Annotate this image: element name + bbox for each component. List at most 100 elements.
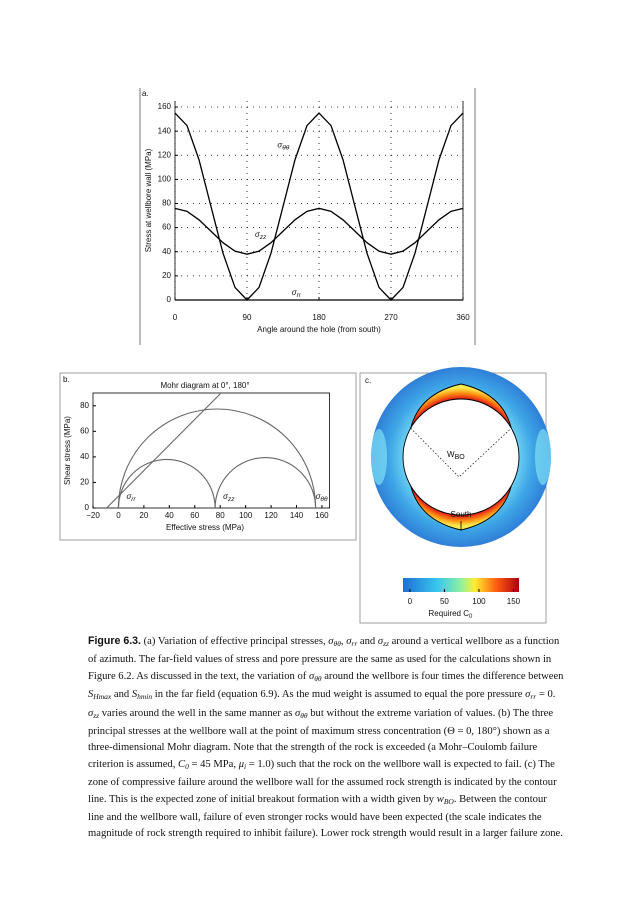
mohr-circle — [117, 408, 317, 509]
south-label: South — [451, 510, 472, 519]
caption-text: , — [340, 636, 347, 647]
chart-title: Mohr diagram at 0°, 180° — [160, 381, 249, 390]
y-tick-label: 80 — [80, 401, 89, 410]
y-axis-label: Shear stress (MPa) — [63, 416, 72, 485]
caption-text: = 45 MPa, — [188, 758, 239, 770]
caption-text: σ — [88, 707, 94, 719]
colorbar-label: Required C0 — [429, 609, 473, 619]
y-tick-label: 20 — [162, 271, 171, 280]
series-label: σrr — [292, 288, 302, 299]
caption-text: and — [357, 636, 378, 647]
caption-text: θθ — [333, 639, 341, 648]
panel-label: b. — [63, 375, 70, 384]
caption-text: rr — [530, 692, 537, 702]
width-label-sub: BO — [455, 454, 466, 461]
y-tick-label: 20 — [80, 478, 89, 487]
caption-text: zz — [383, 639, 389, 648]
y-tick-label: 40 — [162, 247, 171, 256]
caption-text: zz — [93, 710, 100, 720]
mohr-circle — [214, 457, 317, 509]
colorbar-tick-label: 50 — [440, 597, 449, 606]
x-tick-label: 90 — [243, 313, 252, 322]
stress-label: σθθ — [316, 492, 328, 503]
panel-label: c. — [365, 376, 371, 385]
y-tick-label: 40 — [80, 452, 89, 461]
caption-text: w — [436, 793, 444, 805]
caption-text: θθ — [300, 710, 308, 720]
x-tick-label: 60 — [190, 511, 199, 520]
colorbar-label-sub: 0 — [469, 614, 473, 620]
caption-text: σ — [295, 707, 301, 719]
caption-text: but without the extreme variation of val… — [88, 707, 554, 770]
y-tick-label: 0 — [85, 503, 90, 512]
y-tick-label: 60 — [80, 426, 89, 435]
y-tick-label: 80 — [162, 199, 171, 208]
colorbar — [403, 578, 519, 592]
series-line — [174, 207, 464, 255]
caption-text: rr — [351, 639, 358, 648]
caption-text: C — [178, 758, 186, 770]
y-tick-label: 160 — [158, 102, 172, 111]
x-tick-label: 160 — [315, 511, 329, 520]
caption-text: in the far field (equation 6.9). As the … — [152, 689, 526, 701]
frame — [59, 372, 357, 541]
wellbore — [402, 398, 520, 516]
axes — [92, 392, 331, 509]
x-tick-label: 80 — [216, 511, 225, 520]
x-tick-label: 180 — [312, 313, 326, 322]
y-tick-label: 100 — [158, 175, 172, 184]
colorbar-tick-label: 100 — [472, 597, 486, 606]
series-label: σzz — [255, 230, 267, 241]
caption-text: Hmax — [93, 692, 112, 702]
caption: Figure 6.3. (a) Variation of effective p… — [88, 633, 564, 843]
x-tick-label: 100 — [239, 511, 253, 520]
caption-text: around a vertical wellbore as a function… — [88, 636, 560, 682]
caption-text: S — [88, 689, 94, 701]
caption-text: BO — [443, 796, 454, 806]
mohr-circle — [117, 459, 216, 509]
field-patch — [371, 429, 387, 485]
caption-text: σ — [525, 689, 531, 701]
caption-text: and — [111, 689, 132, 701]
caption-text: 0 — [185, 761, 189, 771]
x-axis-label: Angle around the hole (from south) — [257, 325, 381, 334]
caption-text: σ — [308, 670, 315, 682]
failure-line — [106, 393, 221, 509]
y-tick-label: 120 — [158, 150, 172, 159]
caption-text: μ — [238, 758, 245, 770]
panel-label: a. — [142, 89, 149, 98]
caption-text: (a) Variation of effective principal str… — [140, 636, 329, 647]
x-axis-label: Effective stress (MPa) — [166, 523, 244, 532]
caption-text: . Between the contour line and the wellb… — [88, 793, 563, 840]
series-line — [174, 112, 464, 301]
x-tick-label: 40 — [165, 511, 174, 520]
caption-text: = 0. — [536, 689, 556, 701]
caption-text: Figure 6.3. — [88, 635, 141, 647]
caption-text: = 1.0) such that the rock on the wellbor… — [88, 758, 557, 805]
caption-text: σ — [346, 636, 352, 647]
x-tick-label: −20 — [86, 511, 100, 520]
field-patch — [535, 429, 551, 485]
x-tick-label: 140 — [290, 511, 304, 520]
series-label: σθθ — [277, 141, 289, 152]
caption-text: hmin — [137, 692, 153, 702]
y-axis-label: Stress at wellbore wall (MPa) — [144, 148, 153, 252]
colorbar-tick-label: 150 — [507, 597, 521, 606]
x-tick-label: 120 — [264, 511, 278, 520]
breakout-width — [410, 427, 512, 478]
y-tick-label: 0 — [167, 295, 172, 304]
stress-label: σzz — [223, 492, 235, 503]
caption-text: θθ — [314, 673, 322, 683]
x-tick-label: 0 — [116, 511, 121, 520]
caption-text: i — [244, 761, 247, 771]
caption-text: σ — [328, 636, 334, 647]
width-label-text: W — [447, 450, 455, 459]
caption-text: S — [131, 689, 138, 701]
x-tick-label: 360 — [456, 313, 470, 322]
colorbar-label-text: Required C — [429, 609, 470, 618]
y-tick-label: 140 — [158, 126, 172, 135]
y-tick-label: 60 — [162, 223, 171, 232]
caption-text: σ — [377, 636, 384, 647]
